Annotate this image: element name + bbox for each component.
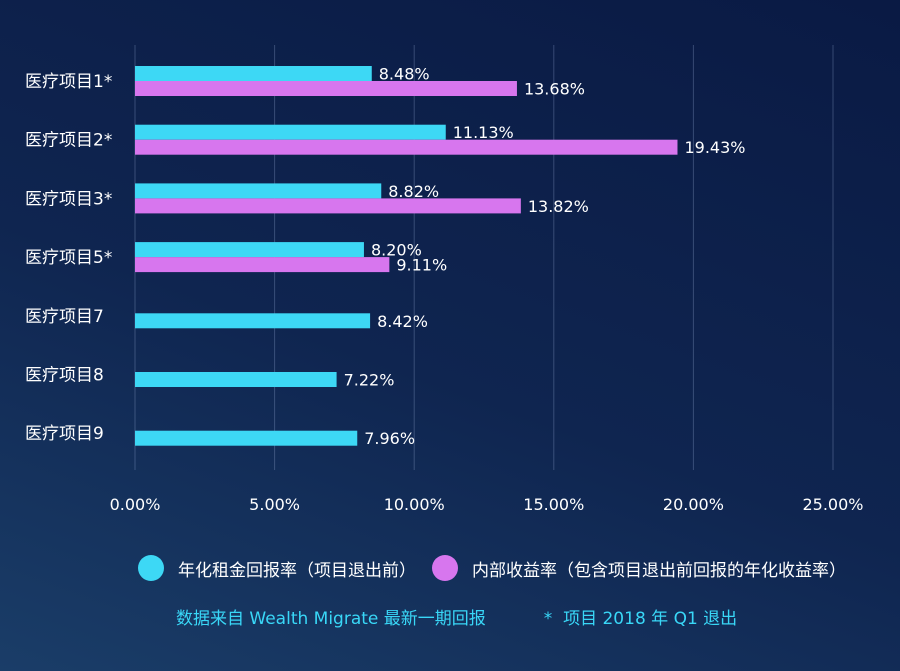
category-label: 医疗项目7 — [25, 307, 104, 327]
legend-swatch-irr — [432, 555, 458, 581]
legend-label-rental-yield: 年化租金回报率（项目退出前） — [178, 560, 416, 581]
data-label-irr: 19.43% — [684, 138, 745, 157]
data-label-irr: 9.11% — [396, 256, 447, 275]
data-source-note: 数据来自 Wealth Migrate 最新一期回报 — [176, 609, 486, 629]
data-label-rental-yield: 8.82% — [388, 182, 439, 201]
x-tick-label: 0.00% — [110, 495, 161, 514]
legend-item-rental-yield[interactable]: 年化租金回报率（项目退出前） — [138, 555, 416, 581]
data-label-rental-yield: 11.13% — [453, 123, 514, 142]
data-label-irr: 13.68% — [524, 80, 585, 99]
data-label-rental-yield: 7.22% — [344, 371, 395, 390]
data-label-rental-yield: 8.42% — [377, 312, 428, 331]
legend: 年化租金回报率（项目退出前） 内部收益率（包含项目退出前回报的年化收益率） — [138, 555, 862, 581]
bar-rental-yield — [135, 313, 371, 329]
bar-rental-yield — [135, 372, 337, 387]
category-label: 医疗项目1* — [25, 72, 112, 92]
data-label-rental-yield: 8.48% — [379, 65, 430, 84]
x-tick-label: 5.00% — [249, 495, 300, 514]
bar-rental-yield — [135, 66, 372, 81]
data-label-rental-yield: 8.20% — [371, 241, 422, 260]
category-label: 医疗项目2* — [25, 131, 112, 151]
bar-irr — [135, 257, 390, 273]
category-label: 医疗项目9 — [25, 424, 104, 444]
data-label-irr: 13.82% — [528, 197, 589, 216]
legend-swatch-rental-yield — [138, 555, 164, 581]
bar-irr — [135, 81, 517, 96]
x-tick-label: 15.00% — [523, 495, 584, 514]
category-label: 医疗项目5* — [25, 248, 112, 268]
category-label: 医疗项目8 — [25, 366, 104, 386]
x-tick-label: 25.00% — [802, 495, 863, 514]
bar-rental-yield — [135, 242, 364, 258]
bar-rental-yield — [135, 183, 382, 199]
legend-item-irr[interactable]: 内部收益率（包含项目退出前回报的年化收益率） — [432, 555, 846, 581]
exit-footnote: * 项目 2018 年 Q1 退出 — [543, 609, 738, 629]
legend-label-irr: 内部收益率（包含项目退出前回报的年化收益率） — [472, 560, 846, 581]
data-label-rental-yield: 7.96% — [364, 429, 415, 448]
chart: 0.00% 5.00% 10.00% 15.00% 20.00% 25.00% 医疗项目1*… — [25, 45, 863, 514]
x-tick-label: 20.00% — [663, 495, 724, 514]
footer: 数据来自 Wealth Migrate 最新一期回报 * 项目 2018 年 Q… — [176, 604, 737, 629]
bar-irr — [135, 139, 678, 155]
category-label: 医疗项目3* — [25, 189, 112, 209]
x-tick-label: 10.00% — [384, 495, 445, 514]
bar-rental-yield — [135, 430, 358, 446]
bar-irr — [135, 198, 521, 214]
bar-rental-yield — [135, 124, 446, 140]
